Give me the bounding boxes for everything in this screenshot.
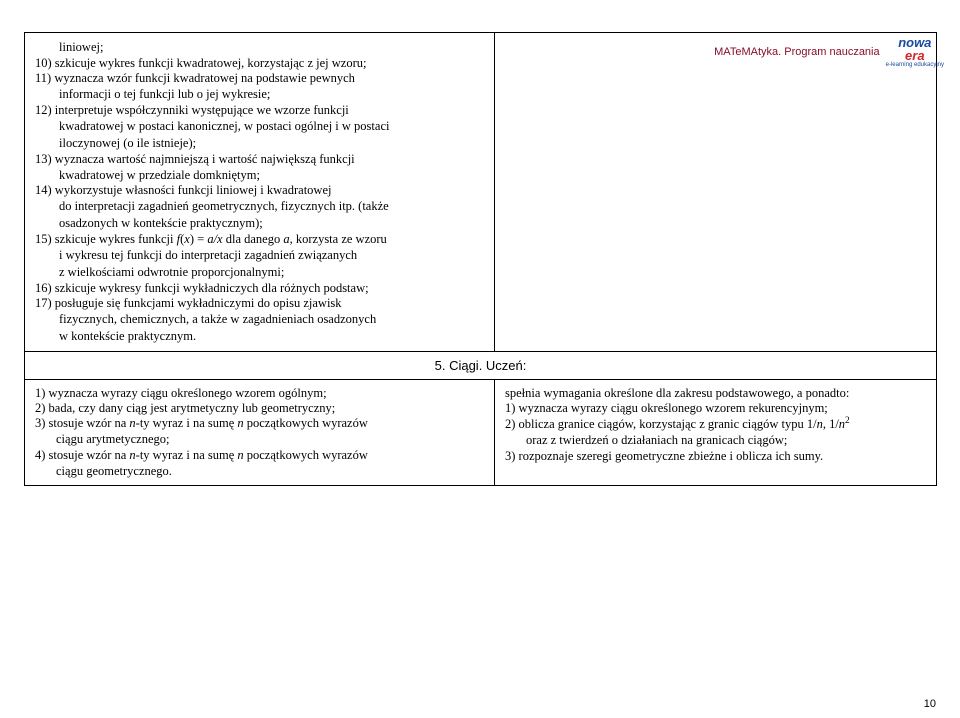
line: ciągu arytmetycznego; <box>35 431 484 448</box>
line: 1) wyznacza wyrazy ciągu określonego wzo… <box>505 401 926 416</box>
line: 2) bada, czy dany ciąg jest arytmetyczny… <box>35 401 484 416</box>
line: ciągu geometrycznego. <box>35 463 484 480</box>
t: -ty wyraz i na sumę <box>136 448 238 462</box>
publisher-logo: nowa era e-learning edukacyjny <box>886 36 944 68</box>
line: spełnia wymagania określone dla zakresu … <box>505 386 926 401</box>
content-table: liniowej; 10) szkicuje wykres funkcji kw… <box>24 32 937 486</box>
line: informacji o tej funkcji lub o jej wykre… <box>35 86 484 103</box>
line: 15) szkicuje wykres funkcji f(x) = a/x d… <box>35 232 484 247</box>
line: iloczynowej (o ile istnieje); <box>35 135 484 152</box>
cell-sequences-left: 1) wyznacza wyrazy ciągu określonego wzo… <box>25 379 495 486</box>
t: a/x <box>207 232 222 246</box>
cell-sequences-right: spełnia wymagania określone dla zakresu … <box>495 379 937 486</box>
t: 4) stosuje wzór na <box>35 448 129 462</box>
line: 13) wyznacza wartość najmniejszą i warto… <box>35 152 484 167</box>
page-header: MATeMAtyka. Program nauczania nowa era e… <box>714 36 944 68</box>
logo-subtitle: e-learning edukacyjny <box>886 62 944 68</box>
line: 14) wykorzystuje własności funkcji linio… <box>35 183 484 198</box>
line: liniowej; <box>35 39 484 56</box>
line: 3) rozpoznaje szeregi geometryczne zbież… <box>505 449 926 464</box>
line: do interpretacji zagadnień geometrycznyc… <box>35 198 484 215</box>
t: 2) oblicza granice ciągów, korzystając z… <box>505 417 817 431</box>
t: , 1/ <box>823 417 839 431</box>
line: 2) oblicza granice ciągów, korzystając z… <box>505 416 926 432</box>
t: , korzysta ze wzoru <box>290 232 387 246</box>
t: początkowych wyrazów <box>244 416 368 430</box>
line: 17) posługuje się funkcjami wykładniczym… <box>35 296 484 311</box>
t: ) = <box>190 232 207 246</box>
line: fizycznych, chemicznych, a także w zagad… <box>35 311 484 328</box>
line: w kontekście praktycznym. <box>35 328 484 345</box>
line: 4) stosuje wzór na n-ty wyraz i na sumę … <box>35 448 484 463</box>
page-number: 10 <box>924 698 936 710</box>
line: 12) interpretuje współczynniki występują… <box>35 103 484 118</box>
line: 10) szkicuje wykres funkcji kwadratowej,… <box>35 56 484 71</box>
t: 2 <box>845 416 850 426</box>
logo-text-bottom: era <box>905 49 925 62</box>
line: i wykresu tej funkcji do interpretacji z… <box>35 247 484 264</box>
t: dla danego <box>223 232 284 246</box>
line: 1) wyznacza wyrazy ciągu określonego wzo… <box>35 386 484 401</box>
line: z wielkościami odwrotnie proporcjonalnym… <box>35 264 484 281</box>
line: 16) szkicuje wykresy funkcji wykładniczy… <box>35 281 484 296</box>
cell-functions-right <box>495 33 937 352</box>
line: kwadratowej w postaci kanonicznej, w pos… <box>35 118 484 135</box>
line: oraz z twierdzeń o działaniach na granic… <box>505 432 926 449</box>
t: 15) szkicuje wykres funkcji <box>35 232 177 246</box>
t: początkowych wyrazów <box>244 448 368 462</box>
line: osadzonych w kontekście praktycznym); <box>35 215 484 232</box>
t: -ty wyraz i na sumę <box>136 416 238 430</box>
t: 3) stosuje wzór na <box>35 416 129 430</box>
line: kwadratowej w przedziale domkniętym; <box>35 167 484 184</box>
cell-functions-left: liniowej; 10) szkicuje wykres funkcji kw… <box>25 33 495 352</box>
section-header-sequences: 5. Ciągi. Uczeń: <box>25 351 937 379</box>
line: 3) stosuje wzór na n-ty wyraz i na sumę … <box>35 416 484 431</box>
program-title: MATeMAtyka. Program nauczania <box>714 46 879 58</box>
line: 11) wyznacza wzór funkcji kwadratowej na… <box>35 71 484 86</box>
